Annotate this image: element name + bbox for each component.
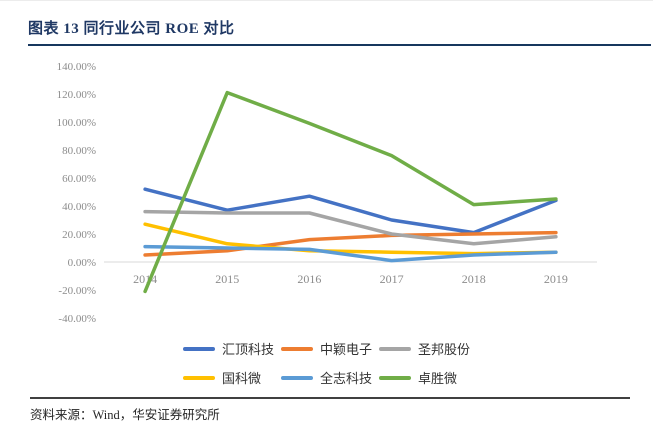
title-divider xyxy=(28,44,651,46)
legend-line-swatch xyxy=(379,346,411,351)
legend-line-swatch xyxy=(183,346,215,351)
y-axis-tick-label: 40.00% xyxy=(62,201,96,213)
legend-item-2: 圣邦股份 xyxy=(379,339,477,358)
legend-line-swatch xyxy=(281,375,313,380)
x-axis-tick-label: 2019 xyxy=(544,272,568,286)
series-line-5 xyxy=(143,90,558,294)
y-axis-tick-label: 120.00% xyxy=(57,89,96,101)
y-axis-tick-label: -20.00% xyxy=(58,285,96,297)
legend-line-swatch xyxy=(183,375,215,380)
x-axis-tick-label: 2016 xyxy=(297,272,321,286)
y-axis-tick-label: 80.00% xyxy=(62,145,96,157)
y-axis-tick-label: 100.00% xyxy=(57,117,96,129)
y-axis-tick-label: 20.00% xyxy=(62,229,96,241)
y-axis-tick-label: 140.00% xyxy=(57,61,96,73)
x-axis-tick-label: 2018 xyxy=(462,272,486,286)
series-line-2 xyxy=(143,209,558,246)
roe-line-chart: 140.00% 120.00% 100.00% 80.00% 60.00% 40.00% 2… xyxy=(57,61,597,325)
figure-title: 图表 13 同行业公司 ROE 对比 xyxy=(28,21,235,37)
legend-label: 汇顶科技 xyxy=(222,342,275,357)
legend-item-3: 国科微 xyxy=(183,368,281,387)
legend-item-0: 汇顶科技 xyxy=(183,339,281,358)
legend-item-1: 中颖电子 xyxy=(281,339,379,358)
y-axis-tick-label: 0.00% xyxy=(68,257,96,269)
legend-label: 全志科技 xyxy=(320,371,373,386)
legend-item-5: 卓胜微 xyxy=(379,368,477,387)
y-axis-tick-label: -40.00% xyxy=(58,313,96,325)
source-divider xyxy=(30,397,630,399)
legend-line-swatch xyxy=(379,375,411,380)
x-axis-tick-label: 2015 xyxy=(215,272,239,286)
legend-label: 卓胜微 xyxy=(418,371,458,386)
series-line-4 xyxy=(143,244,558,263)
legend-label: 中颖电子 xyxy=(320,342,373,357)
legend-item-4: 全志科技 xyxy=(281,368,379,387)
series-line-1 xyxy=(143,230,558,257)
series-line-0 xyxy=(143,187,558,235)
x-axis-tick-label: 2017 xyxy=(380,272,404,286)
legend-label: 圣邦股份 xyxy=(418,342,471,357)
y-axis-tick-label: 60.00% xyxy=(62,173,96,185)
chart-legend: 汇顶科技 中颖电子 圣邦股份国科微 全志科技 卓胜微 xyxy=(183,339,477,387)
legend-line-swatch xyxy=(281,346,313,351)
legend-label: 国科微 xyxy=(222,371,262,386)
source-label: 资料来源：Wind，华安证券研究所 xyxy=(30,408,220,422)
